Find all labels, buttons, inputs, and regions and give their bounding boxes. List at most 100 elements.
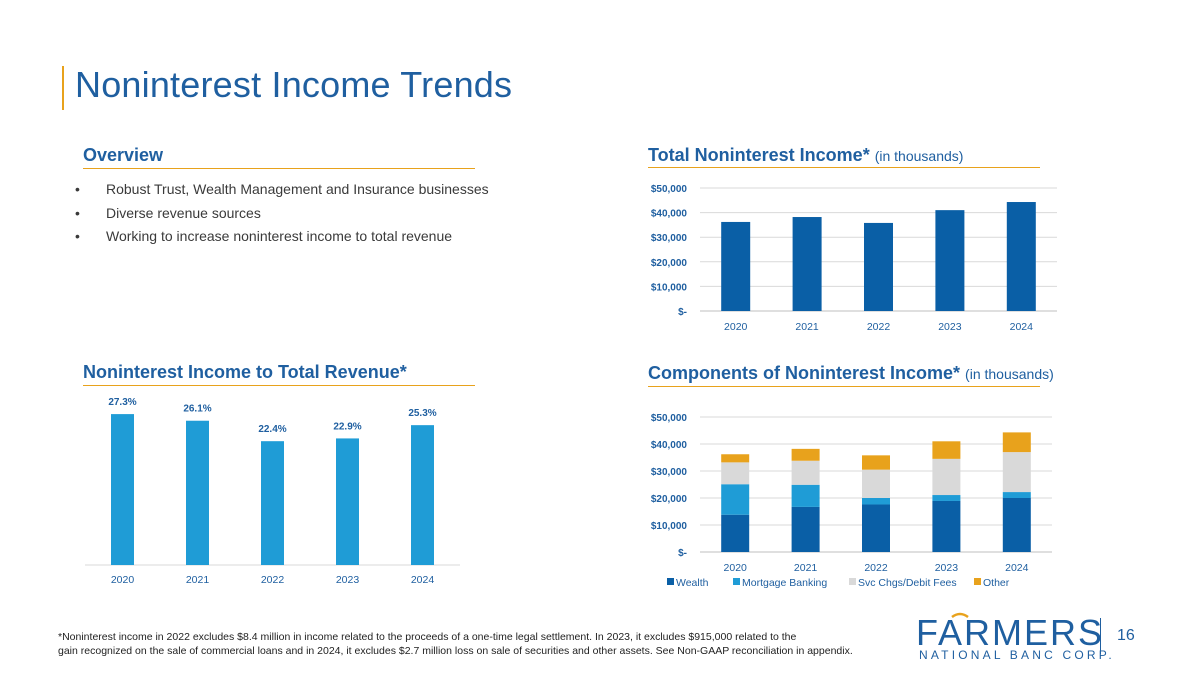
overview-bullet-list: • Robust Trust, Wealth Management and Ins… (72, 178, 489, 249)
ratio-data-label: 22.9% (333, 421, 361, 432)
total-xtick-label: 2023 (938, 321, 962, 333)
bullet-text: Robust Trust, Wealth Management and Insu… (106, 181, 489, 197)
page-number: 16 (1117, 627, 1135, 644)
components-segment-svc-chgs-debit-fees (862, 469, 890, 498)
components-segment-mortgage-banking (862, 498, 890, 505)
legend-label: Wealth (676, 577, 709, 589)
bullet-text: Working to increase noninterest income t… (106, 228, 453, 244)
ratio-data-label: 27.3% (108, 397, 136, 408)
total-bar (792, 217, 822, 311)
list-item: • Robust Trust, Wealth Management and Ins… (72, 178, 489, 202)
total-xtick-label: 2022 (867, 321, 891, 333)
ratio-chart-rule (83, 385, 475, 386)
components-ytick-label: $- (678, 548, 687, 559)
components-chart-title-note: (in thousands) (965, 366, 1054, 382)
ratio-xtick-label: 2024 (411, 574, 435, 586)
footnote-line-2: gain recognized on the sale of commercia… (58, 645, 853, 657)
components-segment-wealth (721, 514, 750, 552)
components-xtick-label: 2022 (864, 562, 888, 574)
components-ytick-label: $40,000 (651, 440, 688, 451)
legend-swatch (849, 578, 856, 585)
components-xtick-label: 2020 (724, 562, 748, 574)
components-segment-svc-chgs-debit-fees (1002, 452, 1031, 493)
bullet-glyph: • (75, 204, 80, 221)
components-xtick-label: 2021 (794, 562, 818, 574)
components-segment-svc-chgs-debit-fees (721, 462, 750, 485)
footnote-line-1: *Noninterest income in 2022 excludes $8.… (58, 631, 797, 643)
total-chart-title-note: (in thousands) (874, 148, 964, 164)
logo-separator (1100, 618, 1101, 654)
bullet-text: Diverse revenue sources (106, 204, 261, 221)
logo-accent-icon (951, 612, 969, 619)
ratio-data-label: 25.3% (408, 408, 436, 419)
legend-swatch (974, 578, 981, 585)
components-segment-wealth (1002, 498, 1031, 552)
ratio-xtick-label: 2020 (111, 574, 135, 586)
legend-swatch (733, 578, 740, 585)
total-chart-title: Total Noninterest Income* (648, 145, 870, 165)
total-xtick-label: 2021 (795, 321, 819, 333)
components-ytick-label: $50,000 (651, 413, 688, 424)
total-xtick-label: 2020 (724, 321, 748, 333)
bullet-glyph: • (75, 181, 80, 197)
total-xtick-label: 2024 (1010, 321, 1034, 333)
total-ytick-label: $50,000 (651, 184, 688, 195)
total-ytick-label: $10,000 (651, 282, 688, 293)
total-chart-heading: Total Noninterest Income* (in thousands) (648, 145, 963, 166)
title-accent-bar (62, 66, 64, 110)
components-ytick-label: $20,000 (651, 494, 688, 505)
overview-rule (83, 168, 475, 169)
components-chart-title: Components of Noninterest Income* (648, 363, 961, 383)
components-segment-wealth (791, 506, 820, 552)
ratio-bar (411, 425, 434, 565)
components-ytick-label: $30,000 (651, 467, 688, 478)
components-segment-svc-chgs-debit-fees (932, 458, 961, 496)
footnote: *Noninterest income in 2022 excludes $8.… (58, 630, 858, 658)
components-xtick-label: 2023 (935, 562, 959, 574)
components-segment-mortgage-banking (791, 484, 820, 507)
bullet-glyph: • (75, 228, 80, 244)
total-ytick-label: $30,000 (651, 233, 688, 244)
components-chart-heading: Components of Noninterest Income* (in th… (648, 363, 1054, 384)
components-segment-wealth (932, 500, 961, 552)
legend-label: Other (983, 577, 1010, 589)
ratio-bar (186, 420, 209, 565)
legend-label: Mortgage Banking (742, 577, 827, 589)
components-segment-other (862, 455, 890, 470)
components-segment-other (932, 441, 961, 459)
list-item: • Diverse revenue sources (72, 202, 489, 226)
ratio-xtick-label: 2022 (261, 574, 285, 586)
page-title: Noninterest Income Trends (75, 64, 513, 105)
ratio-bar (336, 438, 359, 565)
components-segment-other (721, 454, 750, 463)
components-segment-svc-chgs-debit-fees (791, 460, 820, 485)
ratio-bar (111, 414, 134, 565)
list-item: • Working to increase noninterest income … (72, 225, 489, 249)
logo-subtitle: NATIONAL BANC CORP. (919, 648, 1115, 662)
ratio-data-label: 22.4% (258, 424, 286, 435)
total-chart-rule (648, 167, 1040, 168)
components-chart-rule (648, 386, 1040, 387)
legend-label: Svc Chgs/Debit Fees (858, 577, 957, 589)
total-bar (935, 210, 965, 311)
components-segment-mortgage-banking (932, 495, 961, 501)
components-segment-mortgage-banking (721, 484, 750, 515)
components-segment-other (791, 448, 820, 461)
components-segment-mortgage-banking (1002, 492, 1031, 498)
total-bar (721, 221, 751, 311)
components-xtick-label: 2024 (1005, 562, 1029, 574)
ratio-xtick-label: 2023 (336, 574, 360, 586)
components-ytick-label: $10,000 (651, 521, 688, 532)
ratio-data-label: 26.1% (183, 404, 211, 415)
legend-swatch (667, 578, 674, 585)
logo: FARMERS (916, 612, 1104, 654)
ratio-bar (261, 441, 284, 565)
overview-heading: Overview (83, 145, 164, 165)
total-bar (864, 222, 893, 311)
ratio-chart-title: Noninterest Income to Total Revenue* (83, 362, 407, 382)
logo-wordmark: FARMERS (916, 612, 1105, 653)
total-ytick-label: $20,000 (651, 258, 688, 269)
components-segment-other (1002, 432, 1031, 453)
total-ytick-label: $40,000 (651, 209, 688, 220)
